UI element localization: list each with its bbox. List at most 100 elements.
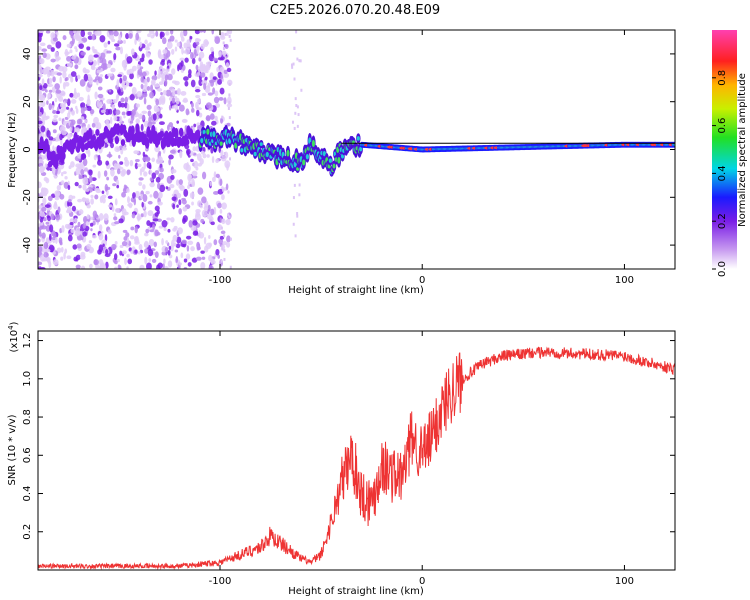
spectrogram-noise-mark: [198, 30, 204, 33]
spectrogram-noise-mark: [205, 69, 209, 74]
spectrogram-noise-mark: [124, 257, 127, 265]
spectrogram-noise-mark: [185, 253, 191, 260]
spectrogram-noise-mark: [159, 156, 163, 165]
spectrogram-noise-mark: [165, 186, 169, 190]
spectrogram-noise-mark: [220, 117, 224, 124]
spectrogram-noise-mark: [222, 188, 225, 192]
spectrogram-noise-mark: [140, 194, 144, 200]
spectrogram-noise-mark: [56, 184, 61, 191]
spectrogram-noise-mark: [44, 204, 51, 208]
spectrogram-noise-mark: [88, 169, 93, 176]
spectrogram-noise-mark: [163, 258, 166, 265]
spectrogram-noise-mark: [131, 86, 137, 95]
spectrogram-noise-mark: [180, 36, 185, 42]
spectrogram-noise-mark: [294, 97, 297, 101]
spectrogram-noise-mark: [158, 121, 165, 126]
spectrogram-noise-mark: [227, 190, 230, 194]
colorbar-tick-label: 0.6: [717, 118, 728, 134]
spectrogram-noise-mark: [226, 235, 231, 243]
spectrogram-noise-mark: [128, 33, 133, 39]
spectrogram-noise-mark: [124, 96, 129, 104]
spectrogram-noise-mark: [151, 75, 158, 81]
spectrogram-noise-mark: [141, 166, 145, 173]
spectrogram-noise-mark: [77, 221, 81, 228]
spectrogram-noise-mark: [224, 43, 229, 50]
spectrogram-noise-mark: [180, 60, 184, 67]
spectrogram-noise-mark: [227, 79, 233, 86]
spectrogram-noise-mark: [75, 264, 81, 269]
spectrogram-noise-mark: [299, 59, 302, 63]
spectrogram-noise-mark: [188, 69, 192, 76]
spectrogram-noise-mark: [215, 103, 221, 108]
spectrogram-noise-mark: [223, 152, 226, 156]
spectrogram-noise-mark: [142, 194, 148, 202]
spectrogram-noise-mark: [134, 162, 139, 170]
spectrogram-noise-mark: [154, 229, 159, 237]
spectrogram-noise-mark: [38, 111, 42, 117]
spectrogram-noise-mark: [165, 68, 170, 73]
spectrogram-noise-mark: [110, 168, 115, 177]
spectrogram-noise-mark: [164, 74, 169, 81]
spectrogram-noise-mark: [219, 87, 225, 95]
snr-xtick-label: -100: [209, 576, 232, 587]
spectrogram-noise-mark: [171, 97, 176, 104]
spectrogram-noise-mark: [215, 248, 220, 256]
spectrogram-noise-mark: [226, 30, 229, 36]
spectrogram-noise-mark: [46, 70, 51, 78]
spectrogram-noise-mark: [99, 213, 104, 221]
spectrogram-noise-mark: [206, 102, 212, 109]
spectrogram-noise-mark: [73, 217, 78, 224]
spectrogram-noise-mark: [151, 172, 157, 179]
spectrogram-noise-mark: [162, 263, 165, 269]
spectrogram-signal-mark: [80, 142, 86, 153]
spectrogram-noise-mark: [101, 197, 106, 204]
spectrogram-noise-mark: [96, 122, 102, 130]
spectrogram-noise-mark: [119, 244, 124, 248]
spectrogram-noise-mark: [111, 243, 117, 250]
spectrogram-noise-mark: [58, 117, 62, 122]
spectrogram-noise-mark: [66, 43, 72, 48]
spectrogram-noise-mark: [139, 264, 145, 269]
spectrogram-noise-mark: [211, 120, 217, 126]
snr-x-ticks: -100 0 100: [209, 331, 634, 587]
spectrogram-noise-mark: [147, 248, 154, 257]
spectrogram-noise-mark: [69, 218, 75, 223]
spectrogram-noise-mark: [154, 70, 157, 76]
spectrogram-noise-mark: [38, 34, 42, 43]
spectrogram-noise-mark: [138, 181, 143, 187]
spectrogram-noise-mark: [201, 256, 206, 260]
spectrogram-noise-mark: [122, 229, 128, 233]
spectrogram-noise-mark: [291, 65, 294, 69]
spectrogram-noise-mark: [198, 112, 203, 118]
spectrogram-noise-mark: [38, 238, 41, 243]
spectrogram-noise-mark: [154, 212, 159, 217]
spectrogram-noise-mark: [88, 54, 94, 63]
spectrogram-noise-mark: [194, 88, 201, 93]
spectrogram-noise-mark: [175, 97, 180, 105]
spectrogram-noise-mark: [205, 114, 211, 122]
spectrogram-noise-mark: [143, 171, 148, 177]
spectrogram-signal-mark: [159, 130, 164, 138]
spectrogram-noise-mark: [39, 191, 46, 197]
spectrogram-noise-mark: [211, 156, 215, 164]
spectrogram-noise-mark: [219, 209, 223, 214]
spectrogram-x-ticks: -100 0 100: [209, 30, 634, 286]
spectrogram-noise-mark: [164, 78, 168, 87]
spectrogram-noise-mark: [78, 209, 84, 215]
spectrogram-noise-mark: [133, 197, 137, 206]
spectrogram-noise-mark: [69, 49, 73, 54]
spectrogram-noise-mark: [85, 188, 90, 192]
spectrogram-noise-mark: [148, 30, 155, 35]
spectrogram-noise-mark: [39, 42, 46, 47]
spectrogram-noise-mark: [92, 60, 97, 67]
spectrogram-noise-mark: [51, 86, 56, 93]
snr-xtick-label: 0: [419, 576, 425, 587]
spectrogram-noise-mark: [294, 234, 297, 238]
spectrogram-noise-mark: [135, 103, 140, 108]
spectrogram-noise-mark: [214, 90, 219, 97]
spectrogram-noise-mark: [219, 235, 225, 240]
spectrogram-noise-mark: [134, 225, 138, 234]
spectrogram-noise-mark: [38, 46, 42, 51]
spectrogram-noise-mark: [59, 126, 64, 132]
spectrogram-signal-mark: [120, 139, 126, 147]
